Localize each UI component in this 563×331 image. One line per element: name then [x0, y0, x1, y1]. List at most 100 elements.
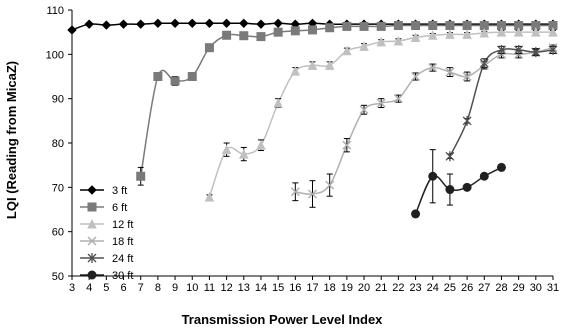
data-point: [187, 18, 197, 29]
marker-stroke: [411, 71, 421, 82]
x-tick-label: 14: [255, 282, 267, 294]
data-point: [359, 105, 369, 115]
y-tick-label: 100: [46, 49, 64, 61]
data-point: [187, 72, 197, 81]
y-tick-label: 110: [46, 5, 64, 17]
data-point: [411, 209, 421, 219]
legend-item: 12 ft: [80, 218, 133, 231]
data-point: [221, 18, 232, 29]
data-point: [462, 29, 472, 39]
legend-item: 6 ft: [80, 202, 127, 214]
legend: 3 ft 6 ft 12 ft 18 ft 24 ft 30 ft: [80, 185, 133, 282]
x-tick-label: 30: [530, 282, 542, 294]
x-tick-label: 16: [289, 282, 301, 294]
data-point: [445, 29, 455, 39]
data-point: [238, 148, 249, 159]
data-point: [222, 30, 232, 40]
legend-item: 24 ft: [80, 253, 133, 265]
data-point: [411, 71, 421, 82]
series-layer: [67, 18, 558, 219]
x-tick-label: 13: [238, 282, 250, 294]
x-ticks: 3 4 5 6 7 8 9 10 11 12 13 14 15 16 17 18 19 20 21 22 23 24 25 2…: [69, 276, 559, 294]
data-point: [290, 187, 300, 197]
data-point: [479, 171, 489, 181]
data-point: [342, 21, 352, 31]
data-point: [479, 58, 489, 69]
data-point: [153, 72, 163, 81]
x-tick-label: 25: [444, 282, 456, 294]
data-point: [393, 94, 403, 104]
x-tick-label: 15: [272, 282, 284, 294]
data-point: [153, 18, 163, 29]
legend-item: 3 ft: [80, 185, 127, 197]
data-point: [548, 27, 558, 37]
legend-label: 30 ft: [112, 270, 133, 282]
data-point: [496, 162, 506, 172]
data-point: [308, 25, 317, 35]
x-tick-label: 7: [138, 282, 144, 294]
x-tick-label: 20: [358, 282, 370, 294]
data-point: [359, 21, 369, 31]
x-tick-label: 28: [495, 282, 507, 294]
data-point: [307, 60, 318, 70]
data-point: [445, 21, 455, 31]
x-tick-label: 24: [427, 282, 439, 294]
series-12-ft: [204, 27, 558, 202]
y-tick-label: 80: [52, 138, 64, 150]
data-point: [548, 44, 558, 55]
y-tick-label: 90: [52, 94, 64, 106]
data-point: [67, 25, 77, 35]
legend-label: 24 ft: [112, 253, 133, 265]
data-point: [531, 27, 541, 37]
x-tick-label: 22: [392, 282, 404, 294]
marker-stroke: [428, 63, 438, 73]
data-point: [359, 41, 369, 51]
data-point: [204, 191, 215, 202]
legend-label: 12 ft: [112, 219, 133, 231]
data-point: [393, 35, 404, 46]
data-point: [428, 63, 438, 73]
data-point: [204, 18, 215, 29]
data-point: [376, 98, 386, 108]
data-point: [445, 185, 455, 195]
legend-item: 30 ft: [80, 270, 133, 282]
data-point: [479, 27, 490, 38]
data-point: [290, 66, 301, 76]
data-point: [513, 27, 524, 37]
data-point: [376, 36, 387, 47]
legend-marker: [87, 202, 97, 212]
series-line: [295, 46, 554, 195]
legend-label: 3 ft: [112, 185, 127, 197]
series-line: [449, 48, 554, 157]
marker-stroke: [342, 140, 352, 150]
marker-stroke: [307, 189, 318, 199]
data-point: [531, 47, 541, 58]
marker-stroke: [290, 187, 300, 197]
data-point: [428, 21, 438, 31]
data-point: [462, 21, 472, 31]
data-point: [136, 171, 146, 181]
data-point: [101, 20, 112, 30]
marker-stroke: [462, 71, 472, 82]
data-point: [256, 32, 266, 42]
x-tick-label: 8: [155, 282, 161, 294]
data-point: [221, 144, 232, 155]
x-tick-label: 29: [513, 282, 525, 294]
x-tick-label: 10: [186, 282, 198, 294]
data-point: [342, 140, 352, 150]
data-point: [84, 19, 94, 29]
data-point: [239, 31, 249, 41]
marker-stroke: [359, 105, 369, 115]
data-point: [307, 189, 318, 199]
x-tick-label: 12: [220, 282, 232, 294]
x-tick-label: 17: [306, 282, 318, 294]
marker-stroke: [325, 180, 335, 190]
data-point: [204, 43, 214, 53]
data-point: [462, 115, 472, 126]
legend-label: 18 ft: [112, 236, 133, 248]
series-24-ft: [445, 44, 558, 162]
legend-label: 6 ft: [112, 202, 127, 214]
x-tick-label: 3: [69, 282, 75, 294]
data-point: [239, 18, 249, 29]
